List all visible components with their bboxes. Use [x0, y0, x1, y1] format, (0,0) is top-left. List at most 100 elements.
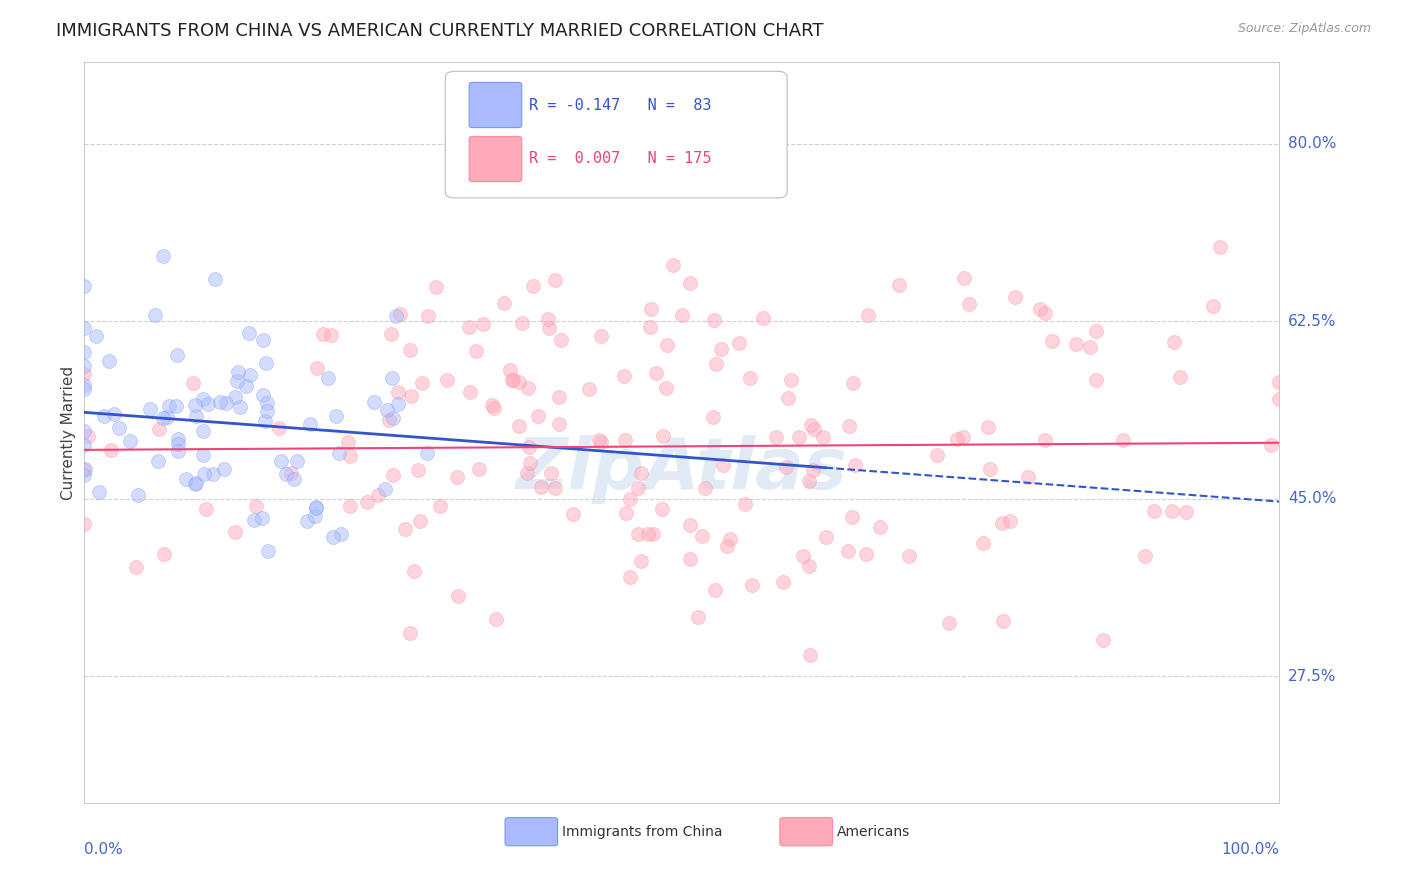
Point: [73, 278, 96, 293]
Point: [775, 460, 797, 475]
Point: [256, 396, 278, 410]
Point: [73, 438, 96, 452]
Point: [779, 374, 801, 388]
Point: [481, 398, 503, 412]
Point: [741, 578, 763, 592]
Point: [356, 495, 378, 509]
Point: [100, 443, 122, 458]
Point: [657, 338, 679, 352]
Point: [484, 401, 506, 415]
Point: [977, 420, 1000, 434]
Point: [510, 316, 533, 330]
Point: [953, 271, 976, 285]
Point: [1163, 335, 1185, 350]
Point: [517, 440, 540, 454]
Point: [613, 369, 636, 384]
Point: [619, 570, 641, 584]
Point: [398, 343, 420, 358]
Text: R =  0.007   N = 175: R = 0.007 N = 175: [529, 151, 711, 166]
Point: [662, 258, 685, 272]
Point: [387, 384, 409, 399]
Point: [389, 307, 412, 321]
Point: [837, 544, 859, 558]
Point: [73, 424, 96, 438]
Point: [124, 560, 146, 574]
Point: [374, 482, 396, 496]
Point: [640, 301, 662, 316]
Point: [704, 357, 727, 371]
FancyBboxPatch shape: [446, 71, 787, 198]
Point: [226, 365, 249, 379]
Point: [380, 326, 402, 341]
Point: [447, 590, 470, 604]
Point: [544, 273, 567, 287]
Point: [382, 468, 405, 483]
Point: [1091, 632, 1114, 647]
FancyBboxPatch shape: [470, 136, 522, 182]
Point: [127, 487, 149, 501]
Point: [703, 313, 725, 327]
Point: [471, 318, 494, 332]
Point: [73, 367, 96, 381]
Point: [704, 583, 727, 598]
Point: [1035, 305, 1057, 319]
Point: [856, 309, 879, 323]
Point: [328, 446, 350, 460]
Point: [316, 371, 339, 385]
Text: R = -0.147   N =  83: R = -0.147 N = 83: [529, 98, 711, 113]
Point: [339, 499, 361, 513]
Point: [267, 420, 290, 434]
Point: [256, 404, 278, 418]
Point: [841, 509, 863, 524]
Point: [1268, 392, 1291, 406]
Text: Americans: Americans: [838, 825, 911, 838]
Point: [157, 399, 180, 413]
Point: [406, 463, 429, 477]
Point: [1174, 505, 1197, 519]
Point: [312, 327, 335, 342]
Point: [270, 454, 292, 468]
Point: [690, 529, 713, 543]
Point: [305, 501, 328, 516]
Point: [1260, 438, 1282, 452]
Point: [1064, 337, 1087, 351]
Point: [186, 409, 208, 423]
Point: [339, 450, 361, 464]
Point: [408, 514, 430, 528]
Point: [1029, 302, 1052, 317]
Point: [204, 271, 226, 285]
Point: [695, 481, 717, 495]
Point: [73, 517, 96, 532]
Point: [194, 502, 217, 516]
Point: [193, 424, 215, 438]
Point: [711, 458, 734, 472]
Point: [446, 470, 468, 484]
Point: [184, 477, 207, 491]
Point: [183, 398, 205, 412]
Point: [679, 518, 702, 533]
Point: [844, 458, 866, 473]
Point: [73, 377, 96, 392]
Point: [228, 400, 250, 414]
Text: 27.5%: 27.5%: [1288, 668, 1336, 683]
Point: [801, 463, 824, 477]
Point: [253, 414, 276, 428]
Point: [492, 296, 515, 310]
Point: [152, 249, 174, 263]
Point: [655, 381, 678, 395]
Point: [103, 408, 125, 422]
Text: 80.0%: 80.0%: [1288, 136, 1336, 151]
Point: [139, 402, 162, 417]
Point: [224, 390, 246, 404]
Point: [336, 435, 359, 450]
Point: [467, 462, 489, 476]
Point: [529, 480, 551, 494]
Point: [367, 488, 389, 502]
Point: [979, 462, 1001, 476]
Point: [548, 417, 571, 431]
Point: [1040, 334, 1063, 348]
Point: [1161, 504, 1184, 518]
Point: [416, 446, 439, 460]
Point: [972, 535, 994, 549]
Point: [287, 454, 309, 468]
